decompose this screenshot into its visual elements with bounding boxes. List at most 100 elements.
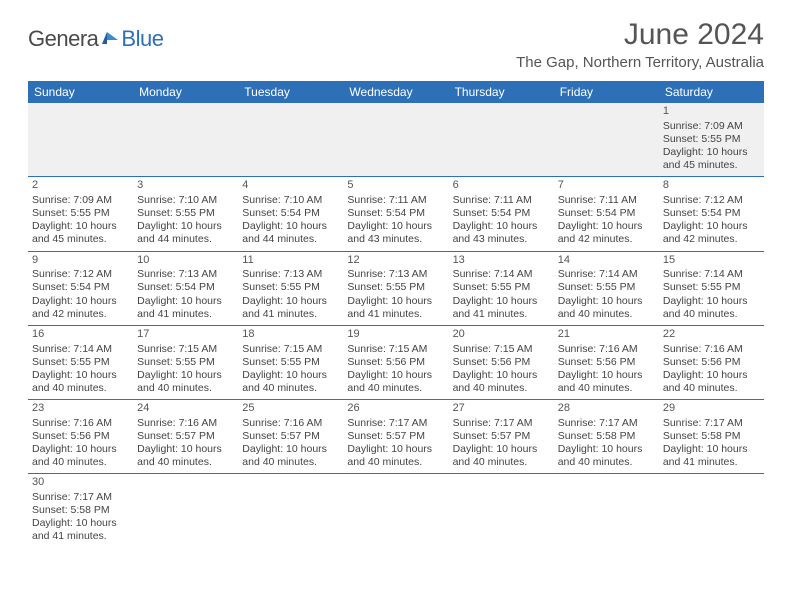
sunset-text: Sunset: 5:54 PM bbox=[137, 281, 234, 294]
calendar-week-row: 2Sunrise: 7:09 AMSunset: 5:55 PMDaylight… bbox=[28, 177, 764, 251]
day-number: 22 bbox=[663, 328, 760, 342]
calendar-day-cell bbox=[133, 103, 238, 177]
calendar-day-cell: 27Sunrise: 7:17 AMSunset: 5:57 PMDayligh… bbox=[449, 400, 554, 474]
sunset-text: Sunset: 5:55 PM bbox=[32, 207, 129, 220]
sunset-text: Sunset: 5:57 PM bbox=[453, 430, 550, 443]
day-number: 9 bbox=[32, 254, 129, 268]
sunset-text: Sunset: 5:56 PM bbox=[558, 356, 655, 369]
daylight-text: and 40 minutes. bbox=[347, 456, 444, 469]
day-number: 6 bbox=[453, 179, 550, 193]
day-number: 3 bbox=[137, 179, 234, 193]
daylight-text: and 41 minutes. bbox=[663, 456, 760, 469]
day-number: 20 bbox=[453, 328, 550, 342]
day-number: 27 bbox=[453, 402, 550, 416]
sunrise-text: Sunrise: 7:14 AM bbox=[32, 343, 129, 356]
daylight-text: Daylight: 10 hours bbox=[453, 295, 550, 308]
calendar-day-cell: 18Sunrise: 7:15 AMSunset: 5:55 PMDayligh… bbox=[238, 325, 343, 399]
day-number: 13 bbox=[453, 254, 550, 268]
sunrise-text: Sunrise: 7:15 AM bbox=[347, 343, 444, 356]
logo-text-part2: Blue bbox=[121, 26, 163, 52]
sunset-text: Sunset: 5:58 PM bbox=[32, 504, 129, 517]
sunrise-text: Sunrise: 7:15 AM bbox=[453, 343, 550, 356]
daylight-text: Daylight: 10 hours bbox=[663, 369, 760, 382]
daylight-text: and 40 minutes. bbox=[453, 456, 550, 469]
daylight-text: Daylight: 10 hours bbox=[32, 517, 129, 530]
calendar-day-cell: 6Sunrise: 7:11 AMSunset: 5:54 PMDaylight… bbox=[449, 177, 554, 251]
sunrise-text: Sunrise: 7:10 AM bbox=[242, 194, 339, 207]
daylight-text: Daylight: 10 hours bbox=[663, 295, 760, 308]
daylight-text: and 40 minutes. bbox=[242, 382, 339, 395]
header: Genera Blue June 2024 The Gap, Northern … bbox=[28, 18, 764, 75]
daylight-text: and 41 minutes. bbox=[453, 308, 550, 321]
weekday-header: Saturday bbox=[659, 81, 764, 103]
weekday-header: Tuesday bbox=[238, 81, 343, 103]
sunset-text: Sunset: 5:55 PM bbox=[663, 133, 760, 146]
sunset-text: Sunset: 5:54 PM bbox=[453, 207, 550, 220]
calendar-day-cell: 22Sunrise: 7:16 AMSunset: 5:56 PMDayligh… bbox=[659, 325, 764, 399]
sunrise-text: Sunrise: 7:17 AM bbox=[453, 417, 550, 430]
day-number: 18 bbox=[242, 328, 339, 342]
month-title: June 2024 bbox=[516, 18, 764, 52]
sunrise-text: Sunrise: 7:13 AM bbox=[242, 268, 339, 281]
daylight-text: and 42 minutes. bbox=[663, 233, 760, 246]
daylight-text: and 41 minutes. bbox=[32, 530, 129, 543]
day-number: 14 bbox=[558, 254, 655, 268]
daylight-text: and 41 minutes. bbox=[137, 308, 234, 321]
calendar-day-cell bbox=[238, 103, 343, 177]
calendar-day-cell: 19Sunrise: 7:15 AMSunset: 5:56 PMDayligh… bbox=[343, 325, 448, 399]
day-number: 23 bbox=[32, 402, 129, 416]
day-number: 7 bbox=[558, 179, 655, 193]
weekday-header: Monday bbox=[133, 81, 238, 103]
sunrise-text: Sunrise: 7:09 AM bbox=[32, 194, 129, 207]
day-number: 24 bbox=[137, 402, 234, 416]
calendar-day-cell: 2Sunrise: 7:09 AMSunset: 5:55 PMDaylight… bbox=[28, 177, 133, 251]
daylight-text: and 44 minutes. bbox=[242, 233, 339, 246]
calendar-day-cell: 8Sunrise: 7:12 AMSunset: 5:54 PMDaylight… bbox=[659, 177, 764, 251]
daylight-text: Daylight: 10 hours bbox=[558, 295, 655, 308]
day-number: 16 bbox=[32, 328, 129, 342]
sunset-text: Sunset: 5:55 PM bbox=[32, 356, 129, 369]
day-number: 15 bbox=[663, 254, 760, 268]
daylight-text: and 41 minutes. bbox=[347, 308, 444, 321]
calendar-day-cell bbox=[238, 474, 343, 548]
daylight-text: and 40 minutes. bbox=[558, 456, 655, 469]
calendar-day-cell: 4Sunrise: 7:10 AMSunset: 5:54 PMDaylight… bbox=[238, 177, 343, 251]
sunrise-text: Sunrise: 7:16 AM bbox=[558, 343, 655, 356]
calendar-week-row: 23Sunrise: 7:16 AMSunset: 5:56 PMDayligh… bbox=[28, 400, 764, 474]
daylight-text: Daylight: 10 hours bbox=[32, 295, 129, 308]
calendar-day-cell bbox=[554, 103, 659, 177]
calendar-day-cell: 10Sunrise: 7:13 AMSunset: 5:54 PMDayligh… bbox=[133, 251, 238, 325]
weekday-header: Wednesday bbox=[343, 81, 448, 103]
daylight-text: and 40 minutes. bbox=[663, 382, 760, 395]
sunrise-text: Sunrise: 7:17 AM bbox=[32, 491, 129, 504]
sunrise-text: Sunrise: 7:16 AM bbox=[32, 417, 129, 430]
sunset-text: Sunset: 5:58 PM bbox=[558, 430, 655, 443]
sunrise-text: Sunrise: 7:09 AM bbox=[663, 120, 760, 133]
daylight-text: and 40 minutes. bbox=[137, 382, 234, 395]
calendar-day-cell: 21Sunrise: 7:16 AMSunset: 5:56 PMDayligh… bbox=[554, 325, 659, 399]
calendar-day-cell: 3Sunrise: 7:10 AMSunset: 5:55 PMDaylight… bbox=[133, 177, 238, 251]
calendar-table: Sunday Monday Tuesday Wednesday Thursday… bbox=[28, 81, 764, 548]
daylight-text: and 40 minutes. bbox=[137, 456, 234, 469]
daylight-text: Daylight: 10 hours bbox=[137, 369, 234, 382]
sunrise-text: Sunrise: 7:11 AM bbox=[453, 194, 550, 207]
daylight-text: Daylight: 10 hours bbox=[137, 220, 234, 233]
sunrise-text: Sunrise: 7:16 AM bbox=[137, 417, 234, 430]
sunrise-text: Sunrise: 7:14 AM bbox=[663, 268, 760, 281]
daylight-text: and 40 minutes. bbox=[347, 382, 444, 395]
day-number: 5 bbox=[347, 179, 444, 193]
sunrise-text: Sunrise: 7:13 AM bbox=[347, 268, 444, 281]
sunset-text: Sunset: 5:55 PM bbox=[347, 281, 444, 294]
calendar-day-cell bbox=[343, 474, 448, 548]
day-number: 1 bbox=[663, 105, 760, 119]
daylight-text: and 40 minutes. bbox=[558, 308, 655, 321]
day-number: 10 bbox=[137, 254, 234, 268]
sunset-text: Sunset: 5:55 PM bbox=[242, 356, 339, 369]
daylight-text: Daylight: 10 hours bbox=[558, 220, 655, 233]
sunset-text: Sunset: 5:55 PM bbox=[137, 207, 234, 220]
weekday-header-row: Sunday Monday Tuesday Wednesday Thursday… bbox=[28, 81, 764, 103]
daylight-text: Daylight: 10 hours bbox=[347, 443, 444, 456]
sunset-text: Sunset: 5:54 PM bbox=[242, 207, 339, 220]
daylight-text: Daylight: 10 hours bbox=[242, 369, 339, 382]
calendar-day-cell: 30Sunrise: 7:17 AMSunset: 5:58 PMDayligh… bbox=[28, 474, 133, 548]
